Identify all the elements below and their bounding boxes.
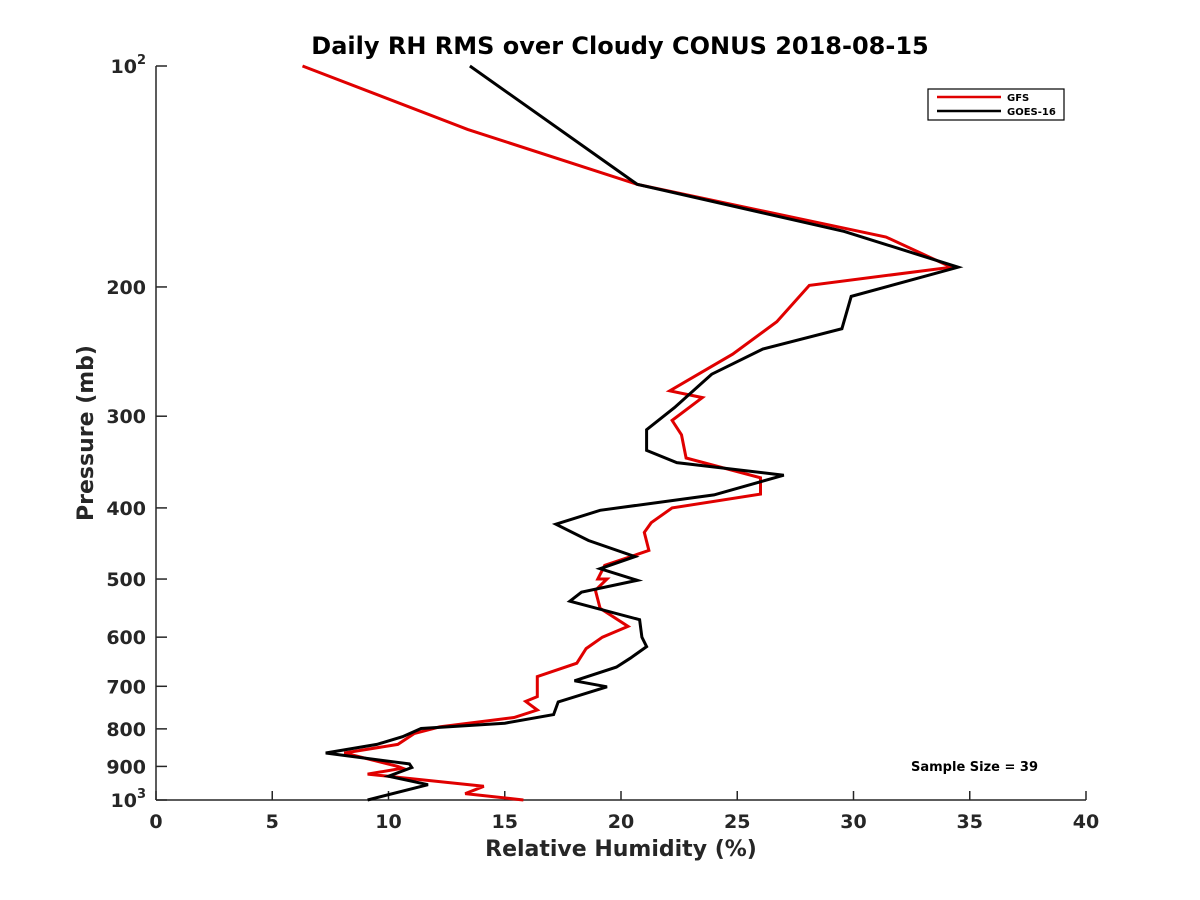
legend-label-gfs: GFS	[1007, 93, 1029, 104]
x-axis-label: Relative Humidity (%)	[485, 837, 757, 862]
y-axis-label: Pressure (mb)	[74, 345, 99, 521]
series-line-goes16	[325, 64, 964, 802]
legend-label-goes16: GOES-16	[1007, 107, 1056, 118]
y-tick-label: 500	[106, 569, 146, 591]
y-tick-label: 800	[106, 719, 146, 741]
x-tick-label: 40	[1073, 811, 1099, 833]
x-tick-label: 35	[957, 811, 983, 833]
x-tick-label: 30	[840, 811, 866, 833]
plot-area: 0 5 10 15 20 25 30 35 40 10220030040050060070080…	[106, 53, 1099, 833]
y-tick-label: 200	[106, 277, 146, 299]
legend: GFS GOES-16	[927, 88, 1065, 121]
series-line-gfs	[301, 64, 957, 802]
x-ticks: 0 5 10 15 20 25 30 35 40	[149, 791, 1099, 833]
legend-box	[927, 88, 1065, 121]
chart-title: Daily RH RMS over Cloudy CONUS 2018-08-1…	[311, 32, 928, 60]
y-tick-label: 900	[106, 756, 146, 778]
y-tick-label: 700	[106, 676, 146, 698]
y-tick-label: 600	[106, 627, 146, 649]
y-tick-label: 400	[106, 498, 146, 520]
x-tick-label: 15	[492, 811, 518, 833]
x-tick-label: 20	[608, 811, 634, 833]
x-tick-label: 5	[266, 811, 279, 833]
x-tick-label: 25	[724, 811, 750, 833]
x-tick-label: 0	[149, 811, 162, 833]
series-lines	[301, 64, 964, 802]
y-tick-label: 300	[106, 406, 146, 428]
sample-size-annotation: Sample Size = 39	[911, 760, 1038, 775]
x-tick-label: 10	[375, 811, 401, 833]
